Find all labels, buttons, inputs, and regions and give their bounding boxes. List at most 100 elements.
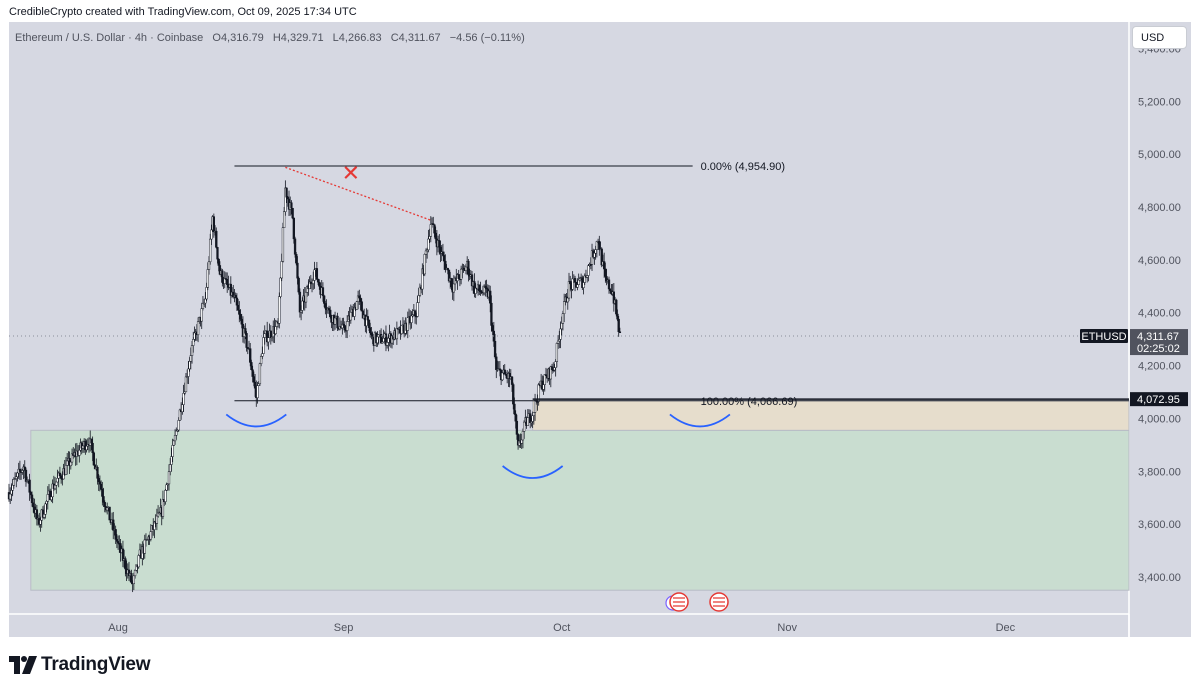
candle-body bbox=[296, 262, 299, 279]
candle-body bbox=[10, 490, 13, 495]
candle-body bbox=[346, 321, 349, 331]
candle-body bbox=[617, 318, 620, 333]
candle-body bbox=[594, 249, 597, 254]
candle-body bbox=[85, 445, 88, 451]
candle-body bbox=[269, 330, 272, 338]
candle-body bbox=[56, 478, 59, 483]
candle-body bbox=[66, 460, 69, 466]
candle-body bbox=[295, 254, 298, 264]
candle-body bbox=[155, 515, 159, 524]
candle-body bbox=[515, 420, 519, 435]
candle-body bbox=[484, 285, 487, 289]
candle-body bbox=[212, 216, 215, 233]
candle-body bbox=[532, 412, 535, 416]
chart-caption: CredibleCrypto created with TradingView.… bbox=[9, 6, 357, 18]
close-label: C bbox=[391, 32, 399, 44]
candle-body bbox=[510, 376, 514, 385]
candle-body bbox=[577, 279, 580, 285]
candle-body bbox=[555, 343, 559, 362]
candle-body bbox=[421, 268, 424, 290]
candle-body bbox=[400, 324, 403, 334]
candle-body bbox=[170, 456, 173, 465]
candle-body bbox=[200, 308, 203, 322]
candle-body bbox=[542, 384, 545, 390]
flag-stripes-icon bbox=[673, 597, 685, 607]
axis-layer: 3,400.00 3,600.00 3,800.00 4,000.00 4,200.00… bbox=[108, 43, 1188, 634]
candle-body bbox=[114, 529, 117, 540]
candle-body bbox=[262, 337, 265, 354]
candle-body bbox=[386, 342, 389, 346]
candle-body bbox=[221, 270, 224, 283]
change-value: −4.56 (−0.11%) bbox=[450, 32, 525, 44]
candle-body bbox=[274, 326, 277, 335]
open-label: O bbox=[212, 32, 221, 44]
candle-body bbox=[561, 313, 565, 324]
currency-button[interactable]: USD bbox=[1132, 26, 1187, 49]
candle-body bbox=[490, 302, 493, 326]
fib-top-label: 0.00% (4,954.90) bbox=[701, 161, 785, 173]
candle-body bbox=[395, 328, 399, 340]
candle-body bbox=[595, 241, 599, 250]
candle-body bbox=[452, 283, 455, 293]
candle-body bbox=[108, 506, 111, 521]
candle-body bbox=[446, 268, 449, 271]
cup-curve-left bbox=[225, 413, 287, 428]
candle-body bbox=[261, 353, 264, 357]
candle-body bbox=[512, 384, 515, 405]
candle-body bbox=[130, 573, 133, 583]
candle-body bbox=[369, 327, 372, 334]
event-icons[interactable] bbox=[665, 592, 729, 612]
candle-body bbox=[576, 284, 579, 288]
candle-body bbox=[192, 339, 195, 346]
y-tick-label: 4,400.00 bbox=[1138, 308, 1181, 320]
y-tick-label: 4,800.00 bbox=[1138, 202, 1181, 214]
candle-body bbox=[102, 496, 105, 503]
tradingview-logo[interactable]: TradingView bbox=[9, 654, 151, 676]
high-label: H bbox=[273, 32, 281, 44]
candle-body bbox=[583, 275, 586, 283]
candle-body bbox=[251, 369, 254, 377]
x-tick-label: Dec bbox=[996, 622, 1016, 634]
x-tick-label: Nov bbox=[777, 622, 797, 634]
candle-body bbox=[258, 363, 262, 385]
candle-body bbox=[97, 478, 100, 482]
candle-body bbox=[16, 472, 19, 478]
candle-body bbox=[293, 238, 297, 255]
candle-body bbox=[416, 302, 419, 317]
candle-body bbox=[387, 338, 390, 343]
candle-body bbox=[367, 319, 371, 328]
candle-body bbox=[90, 438, 93, 444]
candle-body bbox=[521, 431, 525, 441]
low-label: L bbox=[333, 32, 339, 44]
candle-body bbox=[30, 494, 34, 504]
candle-body bbox=[216, 247, 219, 260]
candle-body bbox=[28, 479, 31, 493]
candle-body bbox=[165, 484, 168, 491]
candle-body bbox=[24, 469, 28, 482]
last-price-label: 4,311.67 bbox=[1137, 331, 1179, 343]
candle-body bbox=[182, 393, 185, 405]
candle-body bbox=[281, 227, 285, 262]
candle-body bbox=[503, 369, 506, 375]
candle-body bbox=[116, 541, 120, 544]
candle-body bbox=[169, 464, 172, 472]
candle-body bbox=[149, 531, 152, 540]
candle-body bbox=[204, 298, 207, 304]
candle-body bbox=[43, 514, 46, 518]
x-axis-background bbox=[9, 614, 1129, 637]
low-value: 4,266.83 bbox=[339, 32, 382, 44]
candle-body bbox=[215, 230, 218, 248]
y-tick-label: 4,000.00 bbox=[1138, 413, 1181, 425]
candle-body bbox=[478, 284, 481, 291]
candle-body bbox=[609, 288, 612, 292]
candle-body bbox=[9, 493, 12, 500]
candle-body bbox=[18, 468, 22, 472]
candle-body bbox=[550, 366, 554, 370]
drawings-layer: 0.00% (4,954.90) 100.00% (4,066.69) ✕ bbox=[9, 161, 1129, 479]
x-tick-label: Oct bbox=[553, 622, 570, 634]
candle-body bbox=[360, 301, 363, 312]
candle-body bbox=[382, 338, 385, 343]
candle-body bbox=[292, 217, 295, 240]
candle-body bbox=[301, 300, 304, 311]
